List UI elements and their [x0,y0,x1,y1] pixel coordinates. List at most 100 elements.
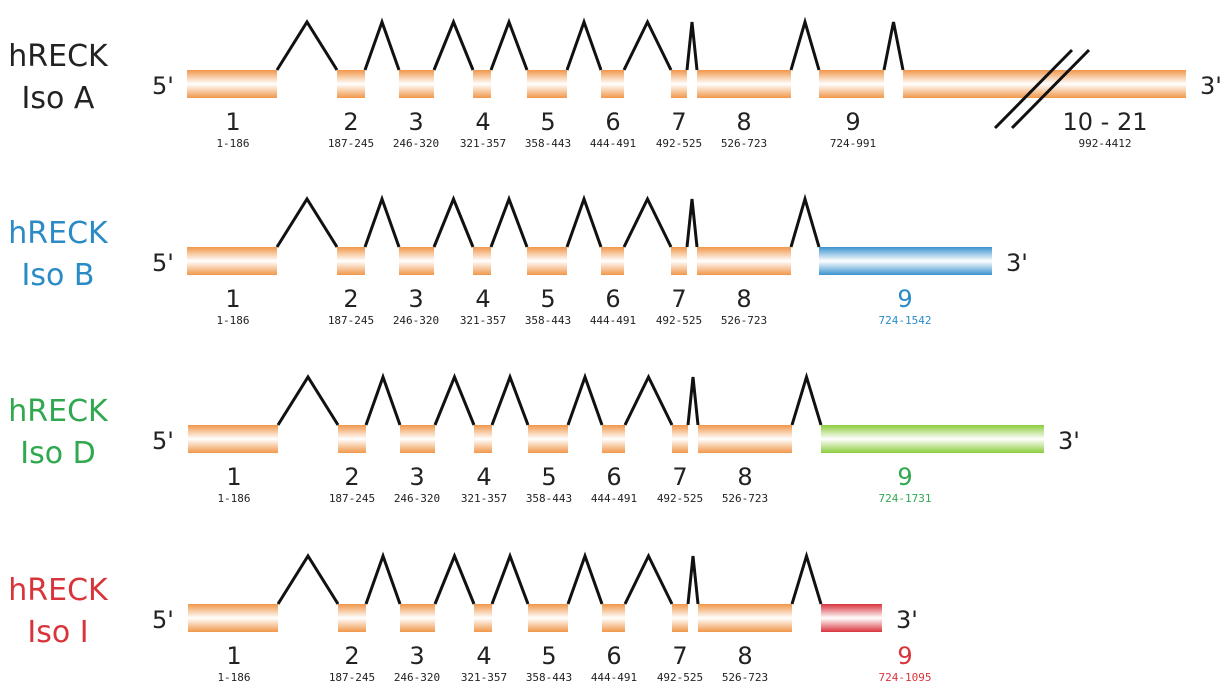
exon-number: 5 [541,642,556,670]
exon-range: 358-443 [525,137,571,150]
five-prime-label: 5' [152,249,174,277]
exon-range: 526-723 [722,671,768,684]
three-prime-label: 3' [1058,427,1080,455]
intron-line [278,556,338,604]
exon-range: 526-723 [721,137,767,150]
isoform-row-b: hRECKIso B 5' 3'11-1862187-2453246-3204321… [8,199,1028,327]
exon-range: 492-525 [657,671,703,684]
intron-line [277,22,337,70]
intron-line [435,556,474,604]
intron-line [492,556,528,604]
exon-6 [601,247,624,275]
exon-range: 246-320 [393,314,439,327]
intron-line [567,199,601,247]
intron-line [366,556,400,604]
exon-3 [400,425,435,453]
isoform-name: hRECK [8,573,109,608]
exon-2 [337,247,365,275]
exon-number: 4 [475,108,490,136]
exon-1 [188,604,278,632]
exon-number: 2 [343,285,358,313]
exon-number: 7 [671,285,686,313]
exon-number: 3 [409,642,424,670]
intron-line [434,199,473,247]
exon-2 [338,425,366,453]
exon-range: 358-443 [526,492,572,505]
exon-5 [528,425,568,453]
exon-8 [698,604,792,632]
exon-range: 246-320 [393,137,439,150]
exon-number: 2 [344,463,359,491]
exon-9 [819,70,884,98]
intron-line [792,377,821,425]
exon-number: 6 [605,108,620,136]
exon-number: 1 [225,285,240,313]
exon-8 [697,247,791,275]
exon-range: 358-443 [526,671,572,684]
exon-number: 8 [736,285,751,313]
intron-line [625,556,672,604]
exon-1 [187,247,277,275]
exon-6 [602,425,625,453]
exon-3 [399,70,434,98]
exon-number: 6 [605,285,620,313]
intron-line [624,199,671,247]
intron-line [491,199,527,247]
exon-number: 8 [736,108,751,136]
exon-number: 4 [475,285,490,313]
exon-5 [528,604,568,632]
exon-range: 724-1095 [879,671,932,684]
exon-range: 1-186 [216,137,249,150]
exon-range: 358-443 [525,314,571,327]
exon-number: 9 [897,463,912,491]
five-prime-label: 5' [152,427,174,455]
exon-4 [473,70,491,98]
intron-line [568,556,602,604]
exon-number: 7 [672,642,687,670]
exon-range: 444-491 [591,492,637,505]
exon-9 [821,425,1044,453]
intron-line [365,199,399,247]
exon-range: 1-186 [216,314,249,327]
exon-range: 321-357 [460,137,506,150]
exon-1 [187,70,277,98]
exon-8 [697,70,791,98]
exon-7 [672,425,688,453]
exon-number: 3 [409,463,424,491]
exon-number: 5 [540,108,555,136]
exon-number: 6 [606,463,621,491]
isoform-row-d: hRECKIso D 5' 3'11-1862187-2453246-3204321… [8,377,1080,505]
intron-line [792,556,821,604]
exon-range: 724-1731 [879,492,932,505]
exon-range: 321-357 [461,492,507,505]
five-prime-label: 5' [152,606,174,634]
isoform-name: hRECK [8,394,109,429]
exon-range: 992-4412 [1079,137,1132,150]
exon-4 [473,247,491,275]
intron-line [491,22,527,70]
exon-5 [527,70,567,98]
exon-6 [602,604,625,632]
intron-line [687,199,697,247]
intron-line [365,22,399,70]
five-prime-label: 5' [152,72,174,100]
exon-number: 3 [408,285,423,313]
exon-number: 1 [226,463,241,491]
exon-range: 321-357 [460,314,506,327]
exon-range: 724-1542 [879,314,932,327]
exon-number: 4 [476,463,491,491]
intron-line [624,22,671,70]
three-prime-label: 3' [1006,249,1028,277]
exon-1 [188,425,278,453]
exon-range: 187-245 [329,492,375,505]
isoform-name: hRECK [8,216,109,251]
exon-number: 1 [226,642,241,670]
exon-number: 1 [225,108,240,136]
intron-line [492,377,528,425]
exon-range: 444-491 [590,137,636,150]
exon-range: 444-491 [590,314,636,327]
exon-number: 7 [671,108,686,136]
isoform-sub: Iso I [27,615,88,650]
